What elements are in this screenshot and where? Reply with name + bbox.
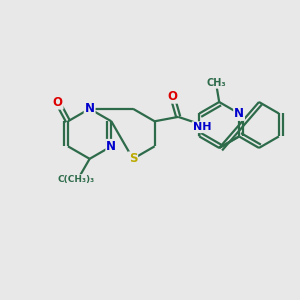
Text: S: S (129, 152, 137, 165)
Text: N: N (234, 107, 244, 120)
Text: N: N (106, 140, 116, 153)
Text: NH: NH (193, 122, 211, 132)
Text: CH₃: CH₃ (206, 78, 226, 88)
Text: O: O (167, 90, 177, 103)
Text: C(CH₃)₃: C(CH₃)₃ (57, 175, 94, 184)
Text: N: N (85, 102, 94, 115)
Text: O: O (53, 96, 63, 109)
